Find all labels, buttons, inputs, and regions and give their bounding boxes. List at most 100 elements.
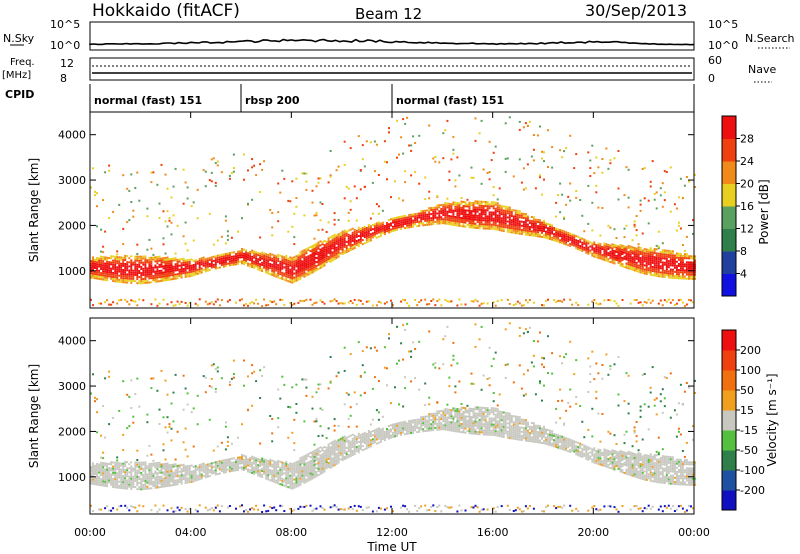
power-cell [613,252,616,255]
velocity-cell [289,478,292,481]
power-cell [128,273,131,276]
power-cell [541,225,543,228]
power-cell [110,255,113,258]
velocity-cell [96,479,98,482]
velocity-cell [118,480,121,483]
velocity-cell [110,477,113,480]
power-cell [341,302,344,305]
power-cell [472,210,475,213]
power-cell [659,194,662,197]
velocity-cell [255,467,258,470]
power-cell [547,298,549,301]
velocity-cell [148,465,151,468]
velocity-cell [307,463,310,466]
power-cell [287,199,290,202]
power-cell [218,262,221,265]
power-cell [605,251,608,254]
nsky-tick-bottom: 10^0 [50,39,80,52]
velocity-cell [94,483,96,486]
power-cell [528,120,531,123]
velocity-cell [170,427,173,430]
power-cell [631,260,634,263]
power-cell [617,257,620,260]
power-cell [172,304,175,307]
power-cell [486,225,489,228]
velocity-cell [142,488,145,491]
power-cell [365,233,368,236]
power-cell [98,269,101,272]
power-cell [263,264,266,267]
power-cell [309,270,312,273]
power-cell [361,158,364,161]
velocity-cell [289,482,292,485]
power-cell [581,249,584,252]
power-cell [122,275,125,278]
power-cell [315,269,318,272]
power-cell [553,233,556,236]
velocity-cell [108,423,111,426]
power-cell [303,259,306,262]
power-cell [629,247,632,250]
power-cell [273,300,276,303]
power-cell [279,273,282,276]
power-cell [150,262,153,265]
power-cell [595,244,598,246]
power-cell [440,210,443,213]
power-cell [488,217,491,220]
power-cell [661,255,664,258]
power-cell [452,221,455,224]
velocity-cell [309,464,312,467]
velocity-cell [118,468,121,471]
velocity-cell [206,469,209,472]
power-cell [283,177,286,180]
power-cell [508,206,511,209]
power-cell [241,262,243,265]
power-cell [685,265,688,268]
velocity-cell [148,467,151,470]
velocity-cell [182,470,185,472]
power-cell [128,261,131,264]
velocity-cell [319,470,322,473]
velocity-cell [198,470,201,472]
power-cell [311,249,314,251]
power-cell [649,249,652,252]
power-cell [508,214,511,217]
power-cell [428,219,431,222]
power-cell [500,221,503,224]
power-cell [150,281,153,284]
power-cell [388,231,390,234]
power-cell [448,208,451,211]
velocity-cell [160,471,163,474]
power-cell [154,272,157,275]
power-cell [690,277,692,280]
velocity-cell [202,468,205,471]
power-cell [408,222,411,225]
velocity-cell [216,466,219,469]
velocity-cell [176,471,179,473]
velocity-cell [176,466,179,469]
nsky-frame [89,21,695,51]
power-cell [492,223,495,226]
power-cell [458,174,461,177]
power-cell [255,253,258,256]
power-cell [136,257,139,260]
power-cell [404,170,407,173]
velocity-cell [329,450,332,453]
power-cell [253,266,256,269]
power-cell [287,280,290,283]
velocity-cell [267,474,270,477]
velocity-cell [263,468,266,471]
velocity-cell [222,461,225,464]
power-cell [112,273,115,276]
power-cell [251,251,254,254]
velocity-cell [273,474,276,477]
power-cell [647,251,650,253]
power-cell [230,236,233,239]
power-cell [202,260,205,263]
velocity-cell [281,467,284,470]
velocity-cell [297,478,300,481]
power-cell [158,259,161,262]
velocity-cell [222,463,225,466]
power-cell [692,261,694,264]
power-cell [694,269,696,272]
